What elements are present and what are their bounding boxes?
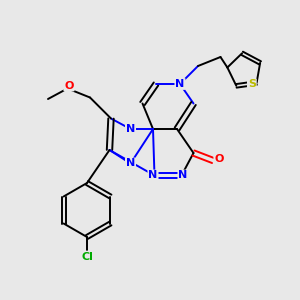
Text: Cl: Cl [81, 251, 93, 262]
Text: O: O [214, 154, 224, 164]
Text: S: S [248, 80, 256, 89]
Text: N: N [126, 158, 135, 169]
Text: N: N [178, 170, 188, 181]
Text: O: O [64, 80, 74, 91]
Text: N: N [176, 79, 184, 89]
Text: N: N [126, 124, 135, 134]
Text: N: N [148, 170, 158, 181]
